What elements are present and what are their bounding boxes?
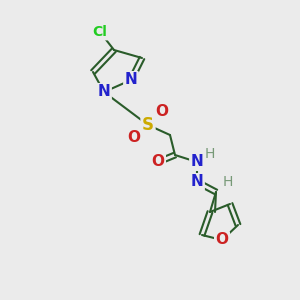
Text: N: N [190, 154, 203, 169]
Text: O: O [152, 154, 164, 169]
Text: S: S [142, 116, 154, 134]
Text: H: H [205, 147, 215, 161]
Text: N: N [98, 85, 110, 100]
Text: N: N [124, 73, 137, 88]
Text: N: N [190, 175, 203, 190]
Text: H: H [223, 175, 233, 189]
Text: O: O [215, 232, 229, 247]
Text: Cl: Cl [93, 25, 107, 39]
Text: O: O [155, 104, 169, 119]
Text: O: O [128, 130, 140, 146]
